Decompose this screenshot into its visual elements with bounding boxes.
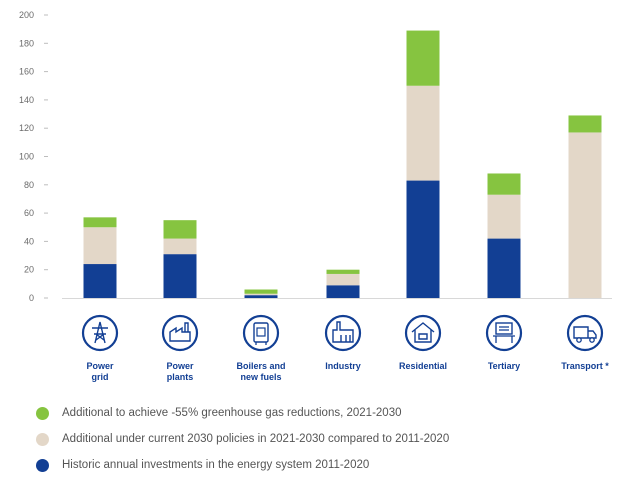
y-tick-label: 140 bbox=[19, 95, 34, 105]
legend-item-additional-55: Additional to achieve -55% greenhouse ga… bbox=[36, 400, 606, 426]
legend-label-additional-55: Additional to achieve -55% greenhouse ga… bbox=[62, 407, 402, 419]
y-tick-label: 160 bbox=[19, 67, 34, 77]
factory-icon bbox=[324, 314, 362, 352]
category-label: Tertiary bbox=[488, 361, 520, 371]
y-tick-label: 0 bbox=[29, 293, 34, 303]
bar-segment bbox=[406, 30, 440, 86]
bar-segment bbox=[244, 295, 278, 298]
category-label: grid bbox=[92, 372, 109, 382]
legend-label-historic: Historic annual investments in the energ… bbox=[62, 459, 370, 471]
legend-item-historic: Historic annual investments in the energ… bbox=[36, 452, 606, 478]
bar-segment bbox=[406, 180, 440, 298]
truck-icon bbox=[566, 314, 604, 352]
legend-item-additional-current: Additional under current 2030 policies i… bbox=[36, 426, 606, 452]
bar-segment bbox=[568, 115, 602, 133]
office-building-icon bbox=[485, 314, 523, 352]
category-label: Power bbox=[166, 361, 194, 371]
y-tick-label: 40 bbox=[24, 236, 34, 246]
legend-swatch-blue bbox=[36, 458, 49, 472]
category-label: Residential bbox=[399, 361, 447, 371]
y-tick-label: 60 bbox=[24, 208, 34, 218]
chart-legend: Additional to achieve -55% greenhouse ga… bbox=[36, 400, 606, 478]
bar-segment bbox=[487, 238, 521, 298]
bar-segment bbox=[244, 293, 278, 296]
y-tick-label: 20 bbox=[24, 265, 34, 275]
bar-segment bbox=[83, 217, 117, 228]
bar-segment bbox=[83, 227, 117, 265]
bar-segment bbox=[326, 269, 360, 274]
bar-segment bbox=[163, 238, 197, 255]
bar-segment bbox=[326, 273, 360, 286]
bar-segment bbox=[244, 289, 278, 294]
legend-swatch-beige bbox=[36, 432, 49, 446]
legend-swatch-green bbox=[36, 406, 49, 420]
category-label: Power bbox=[86, 361, 114, 371]
y-tick-label: 200 bbox=[19, 10, 34, 20]
bar-segment bbox=[487, 173, 521, 195]
category-label: Boilers and bbox=[236, 361, 285, 371]
boiler-icon bbox=[242, 314, 280, 352]
bar-segment bbox=[83, 264, 117, 298]
category-label: plants bbox=[167, 372, 194, 382]
bar-segment bbox=[406, 85, 440, 181]
bar-segment bbox=[487, 194, 521, 239]
bar-segment bbox=[163, 254, 197, 298]
investment-bar-chart: 020406080100120140160180200PowergridPowe… bbox=[19, 10, 612, 382]
house-icon bbox=[404, 314, 442, 352]
y-tick-label: 100 bbox=[19, 152, 34, 162]
y-tick-label: 180 bbox=[19, 38, 34, 48]
bar-segment bbox=[568, 132, 602, 298]
y-tick-label: 80 bbox=[24, 180, 34, 190]
category-label: Transport * bbox=[561, 361, 609, 371]
bar-segment bbox=[163, 220, 197, 239]
legend-label-additional-current: Additional under current 2030 policies i… bbox=[62, 433, 450, 445]
category-label: new fuels bbox=[240, 372, 281, 382]
power-plant-icon bbox=[161, 314, 199, 352]
pylon-icon bbox=[81, 314, 119, 352]
category-label: Industry bbox=[325, 361, 361, 371]
bar-segment bbox=[326, 285, 360, 298]
y-tick-label: 120 bbox=[19, 123, 34, 133]
